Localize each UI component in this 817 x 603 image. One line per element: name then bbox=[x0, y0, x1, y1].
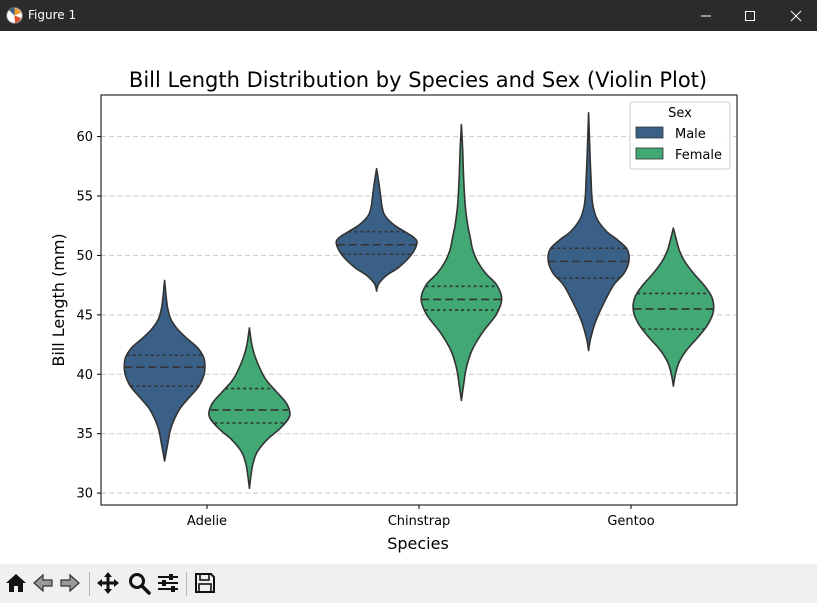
violin-body bbox=[335, 167, 418, 292]
x-axis: Adelie Chinstrap Gentoo bbox=[187, 505, 655, 529]
close-icon bbox=[790, 10, 802, 22]
grid-lines bbox=[101, 136, 737, 494]
violin-body bbox=[547, 112, 630, 352]
legend-swatch-female bbox=[635, 147, 664, 160]
back-icon bbox=[33, 573, 53, 593]
x-tick-label: Adelie bbox=[187, 514, 227, 529]
violins bbox=[123, 112, 715, 490]
y-axis-label: Bill Length (mm) bbox=[49, 233, 68, 366]
forward-icon bbox=[60, 573, 80, 593]
violin-male-adelie bbox=[123, 279, 206, 462]
window-titlebar: Figure 1 bbox=[0, 0, 817, 31]
home-button[interactable] bbox=[3, 570, 29, 596]
y-tick-label: 55 bbox=[76, 190, 93, 205]
violin-female-adelie bbox=[208, 327, 291, 490]
figure-canvas: Bill Length Distribution by Species and … bbox=[0, 31, 817, 564]
save-button[interactable] bbox=[192, 570, 218, 596]
y-tick-label: 45 bbox=[76, 308, 93, 323]
violin-female-chinstrap bbox=[420, 123, 503, 402]
minimize-button[interactable] bbox=[683, 0, 729, 31]
forward-button[interactable] bbox=[57, 570, 83, 596]
maximize-icon bbox=[745, 11, 755, 21]
configure-subplots-button[interactable] bbox=[155, 570, 181, 596]
x-axis-label: Species bbox=[387, 534, 449, 553]
configure-subplots-icon bbox=[158, 574, 178, 592]
violin-body bbox=[208, 327, 291, 490]
y-axis: 30 35 40 45 50 55 60 bbox=[76, 130, 101, 502]
violin-chart: Bill Length Distribution by Species and … bbox=[49, 68, 738, 553]
save-icon bbox=[195, 573, 215, 593]
violin-body bbox=[632, 227, 715, 387]
minimize-icon bbox=[701, 15, 711, 17]
x-tick-label: Gentoo bbox=[607, 514, 654, 529]
violin-male-gentoo bbox=[547, 112, 630, 352]
violin-male-chinstrap bbox=[335, 167, 418, 292]
legend-title: Sex bbox=[668, 106, 692, 121]
window-title: Figure 1 bbox=[28, 8, 77, 22]
y-tick-label: 30 bbox=[76, 487, 93, 502]
violin-female-gentoo bbox=[632, 227, 715, 387]
y-tick-label: 50 bbox=[76, 249, 93, 264]
chart-title: Bill Length Distribution by Species and … bbox=[129, 68, 707, 92]
home-icon bbox=[6, 574, 26, 592]
zoom-button[interactable] bbox=[126, 570, 152, 596]
navigation-toolbar bbox=[0, 564, 817, 603]
y-tick-label: 60 bbox=[76, 130, 93, 145]
legend-swatch-male bbox=[635, 126, 664, 139]
legend: Sex Male Female bbox=[629, 101, 731, 170]
y-tick-label: 40 bbox=[76, 368, 93, 383]
pan-icon bbox=[97, 572, 119, 594]
zoom-icon bbox=[129, 573, 151, 595]
x-tick-label: Chinstrap bbox=[388, 514, 451, 529]
violin-body bbox=[123, 279, 206, 462]
close-button[interactable] bbox=[773, 0, 817, 31]
y-tick-label: 35 bbox=[76, 427, 93, 442]
toolbar-separator bbox=[186, 572, 187, 596]
legend-label-male: Male bbox=[675, 127, 706, 142]
maximize-button[interactable] bbox=[727, 0, 773, 31]
violin-body bbox=[420, 123, 503, 402]
back-button[interactable] bbox=[30, 570, 56, 596]
legend-label-female: Female bbox=[675, 148, 722, 163]
toolbar-separator bbox=[89, 572, 90, 596]
app-icon bbox=[6, 7, 23, 24]
pan-button[interactable] bbox=[95, 570, 121, 596]
